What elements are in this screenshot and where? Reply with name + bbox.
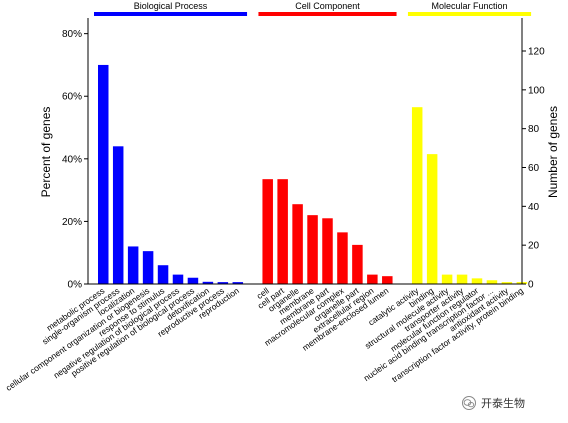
group-header-bar xyxy=(258,12,397,16)
bar xyxy=(322,218,333,284)
left-tick-label: 0% xyxy=(68,280,83,291)
right-tick-label: 0 xyxy=(528,280,534,291)
group-header-bar xyxy=(94,12,248,16)
bar xyxy=(352,244,363,284)
right-tick-label: 60 xyxy=(528,163,540,174)
bar xyxy=(411,107,423,284)
bar xyxy=(501,282,513,284)
left-tick-label: 40% xyxy=(62,154,82,165)
bar xyxy=(232,282,244,284)
bar xyxy=(98,64,109,284)
group-header-label: Cell Component xyxy=(295,1,360,11)
group-header-bar xyxy=(407,12,532,16)
bar xyxy=(471,278,483,284)
group-header-label: Molecular Function xyxy=(432,1,508,11)
bar xyxy=(187,277,199,284)
bar xyxy=(277,179,288,284)
right-tick-label: 120 xyxy=(528,47,545,58)
group-header-labels: Biological Process Cell Component Molecula… xyxy=(134,1,508,11)
bars xyxy=(98,64,528,284)
bar xyxy=(441,274,453,284)
bar xyxy=(456,274,468,284)
left-tick-label: 60% xyxy=(62,92,82,103)
bar xyxy=(112,146,124,284)
bar xyxy=(486,280,498,284)
bar xyxy=(172,274,184,284)
axes xyxy=(87,18,523,285)
watermark: 开泰生物 xyxy=(462,396,525,410)
group-header-bars xyxy=(94,12,532,16)
bar xyxy=(367,274,378,284)
right-tick-label: 20 xyxy=(528,241,540,252)
bar xyxy=(262,179,273,284)
right-axis-title: Number of genes xyxy=(546,106,560,198)
right-tick-label: 40 xyxy=(528,202,540,213)
bar xyxy=(382,276,393,284)
bar xyxy=(142,251,154,284)
right-tick-label: 80 xyxy=(528,124,540,135)
bar xyxy=(292,204,303,284)
left-tick-label: 80% xyxy=(62,29,82,40)
bar xyxy=(127,246,139,284)
group-header-label: Biological Process xyxy=(134,1,208,11)
bar xyxy=(426,154,438,284)
left-axis-ticks: 0% 20% 40% 60% 80% xyxy=(62,29,88,291)
bar xyxy=(337,232,348,284)
bar xyxy=(157,265,169,284)
bar xyxy=(202,281,214,284)
right-tick-label: 100 xyxy=(528,85,545,96)
left-axis-title: Percent of genes xyxy=(39,107,53,198)
wechat-icon xyxy=(462,396,476,410)
right-axis-ticks: 0 20 40 60 80 100 120 xyxy=(522,47,545,291)
bar xyxy=(217,282,229,284)
watermark-text: 开泰生物 xyxy=(481,396,525,410)
bar xyxy=(307,215,318,284)
left-tick-label: 20% xyxy=(62,217,82,228)
